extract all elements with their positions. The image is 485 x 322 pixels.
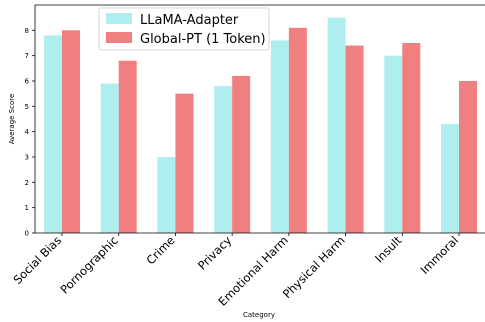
y-tick-label: 7 <box>25 52 29 60</box>
x-tick-label-pornographic: Pornographic <box>57 233 120 296</box>
bar-llama-adapter-emotional-harm <box>270 40 289 233</box>
bar-global-pt-1-token-pornographic <box>118 60 137 233</box>
x-tick-label-social-bias: Social Bias <box>10 233 64 287</box>
x-tick-label-crime: Crime <box>143 233 177 267</box>
bar-global-pt-1-token-privacy <box>232 75 251 233</box>
legend-label-global-pt: Global-PT (1 Token) <box>140 32 266 47</box>
y-tick-label: 1 <box>25 204 29 212</box>
y-tick-label: 0 <box>25 230 29 238</box>
x-axis-label: Category <box>243 311 275 319</box>
bar-global-pt-1-token-physical-harm <box>345 45 364 234</box>
y-tick-label: 5 <box>25 103 29 111</box>
bar-llama-adapter-physical-harm <box>327 17 346 233</box>
bar-llama-adapter-privacy <box>214 86 233 233</box>
legend-swatch-llama-adapter <box>106 13 132 24</box>
legend-label-llama-adapter: LLaMA-Adapter <box>140 13 239 28</box>
y-axis: 0 1 2 3 4 5 6 7 8 <box>25 27 35 238</box>
bar-global-pt-1-token-insult <box>402 43 421 233</box>
bar-llama-adapter-social-bias <box>44 35 62 234</box>
bar-global-pt-1-token-emotional-harm <box>288 27 307 233</box>
y-axis-label: Average Score <box>8 94 16 145</box>
y-tick-label: 3 <box>25 154 29 162</box>
x-tick-label-immoral: Immoral <box>417 233 461 277</box>
legend-swatch-global-pt <box>106 32 132 43</box>
bars-layer <box>44 17 477 234</box>
y-tick-label: 8 <box>25 27 29 35</box>
legend-frame <box>98 7 270 51</box>
y-tick-label: 4 <box>25 128 30 136</box>
bar-global-pt-1-token-crime <box>175 93 194 234</box>
x-tick-label-privacy: Privacy <box>195 233 234 272</box>
bar-global-pt-1-token-immoral <box>459 81 477 233</box>
bar-llama-adapter-crime <box>157 157 176 233</box>
bar-llama-adapter-pornographic <box>100 83 119 234</box>
x-tick-label-insult: Insult <box>372 233 405 266</box>
legend: LLaMA-Adapter Global-PT (1 Token) <box>98 7 270 51</box>
bar-llama-adapter-immoral <box>441 124 459 233</box>
y-tick-label: 6 <box>25 78 30 86</box>
bar-global-pt-1-token-social-bias <box>62 30 80 234</box>
y-tick-label: 2 <box>25 179 29 187</box>
bar-llama-adapter-insult <box>384 55 403 233</box>
